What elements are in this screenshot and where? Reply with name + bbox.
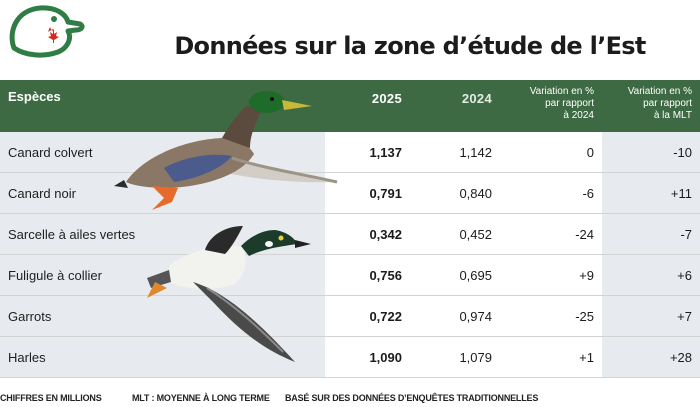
value-2025: 1,137 — [369, 145, 402, 160]
value-variation-2024: -24 — [575, 227, 594, 242]
species-name: Sarcelle à ailes vertes — [8, 227, 136, 242]
value-2025: 0,756 — [369, 268, 402, 283]
table-row: Canard noir 0,791 0,840 -6 +11 — [0, 173, 700, 214]
header-variation-2024: Variation en % par rapport à 2024 — [529, 86, 594, 121]
value-variation-mlt: +11 — [670, 186, 692, 201]
value-2025: 0,722 — [369, 309, 402, 324]
value-2025: 0,791 — [369, 186, 402, 201]
value-2024: 0,974 — [459, 309, 492, 324]
value-2024: 1,142 — [459, 145, 492, 160]
value-variation-2024: -25 — [575, 309, 594, 324]
value-variation-2024: -6 — [582, 186, 594, 201]
data-table: Canard colvert 1,137 1,142 0 -10 Canard … — [0, 132, 700, 378]
value-2024: 0,695 — [459, 268, 492, 283]
value-variation-mlt: +28 — [669, 350, 692, 365]
value-variation-mlt: -7 — [680, 227, 692, 242]
header-species: Espèces — [8, 89, 61, 104]
species-name: Fuligule à collier — [8, 268, 102, 283]
goldeneye-duck-icon — [147, 226, 311, 362]
species-name: Canard colvert — [8, 145, 93, 160]
header-2024: 2024 — [461, 91, 492, 106]
value-variation-mlt: -10 — [673, 145, 692, 160]
table-row: Harles 1,090 1,079 +1 +28 — [0, 337, 700, 378]
footer-mlt-note: MLT : MOYENNE À LONG TERME — [132, 393, 270, 403]
value-2025: 0,342 — [369, 227, 402, 242]
species-name: Harles — [8, 350, 46, 365]
value-variation-mlt: +7 — [677, 309, 692, 324]
page-title: Données sur la zone d’étude de l’Est — [174, 32, 646, 60]
value-variation-mlt: +6 — [677, 268, 692, 283]
table-row: Fuligule à collier 0,756 0,695 +9 +6 — [0, 255, 700, 296]
value-2025: 1,090 — [369, 350, 402, 365]
table-row: Canard colvert 1,137 1,142 0 -10 — [0, 132, 700, 173]
ducks-unlimited-logo-icon — [9, 5, 85, 58]
value-2024: 0,452 — [459, 227, 492, 242]
footer-basis-note: BASÉ SUR DES DONNÉES D’ENQUÊTES TRADITIO… — [285, 393, 539, 403]
value-2024: 1,079 — [459, 350, 492, 365]
value-variation-2024: +9 — [579, 268, 594, 283]
species-name: Canard noir — [8, 186, 76, 201]
value-variation-2024: +1 — [579, 350, 594, 365]
species-name: Garrots — [8, 309, 52, 324]
mallard-duck-icon — [114, 91, 338, 210]
table-header: Espèces 2025 2024 Variation en % par rap… — [0, 80, 700, 132]
header-2025: 2025 — [371, 91, 402, 106]
table-row: Sarcelle à ailes vertes 0,342 0,452 -24 … — [0, 214, 700, 255]
value-variation-2024: 0 — [586, 145, 594, 160]
table-row: Garrots 0,722 0,974 -25 +7 — [0, 296, 700, 337]
footer-units-note: CHIFFRES EN MILLIONS — [0, 393, 102, 403]
header-variation-mlt: Variation en % par rapport à la MLT — [627, 86, 692, 121]
value-2024: 0,840 — [459, 186, 492, 201]
